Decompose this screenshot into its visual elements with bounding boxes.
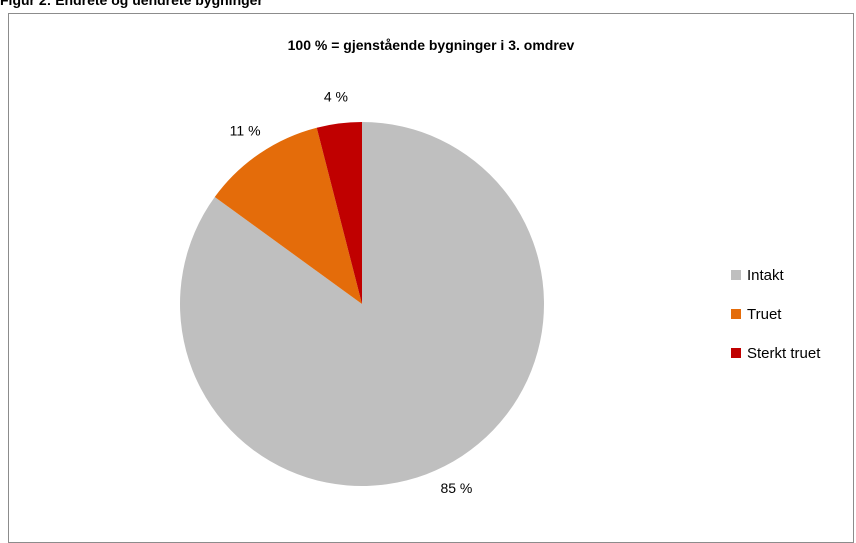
legend-item-sterkt-truet: Sterkt truet [731, 342, 820, 364]
legend-swatch-intakt [731, 270, 741, 280]
chart-area: 100 % = gjenstående bygninger i 3. omdre… [8, 13, 854, 543]
pie-slices [180, 122, 545, 486]
legend-label-truet: Truet [747, 305, 782, 323]
pie-slice-truet [214, 127, 362, 304]
legend-swatch-truet [731, 309, 741, 319]
pie-chart: 85 % 11 % 4 % [180, 88, 545, 496]
pie-slice-sterkt-truet [316, 122, 362, 304]
pie-labels: 85 % 11 % 4 % [230, 88, 473, 496]
legend-swatch-sterkt-truet [731, 348, 741, 358]
legend-item-truet: Truet [731, 303, 820, 325]
figure-title: Figur 2: Endrete og uendrete bygninger [0, 0, 263, 8]
legend-label-sterkt-truet: Sterkt truet [747, 344, 821, 362]
legend-item-intakt: Intakt [731, 264, 820, 286]
chart-title: 100 % = gjenstående bygninger i 3. omdre… [287, 37, 575, 53]
data-label-intakt: 85 % [440, 480, 472, 496]
legend: Intakt Truet Sterkt truet [731, 264, 820, 381]
data-label-sterkt-truet: 4 % [324, 88, 348, 104]
data-label-truet: 11 % [230, 123, 261, 139]
legend-label-intakt: Intakt [747, 266, 784, 284]
